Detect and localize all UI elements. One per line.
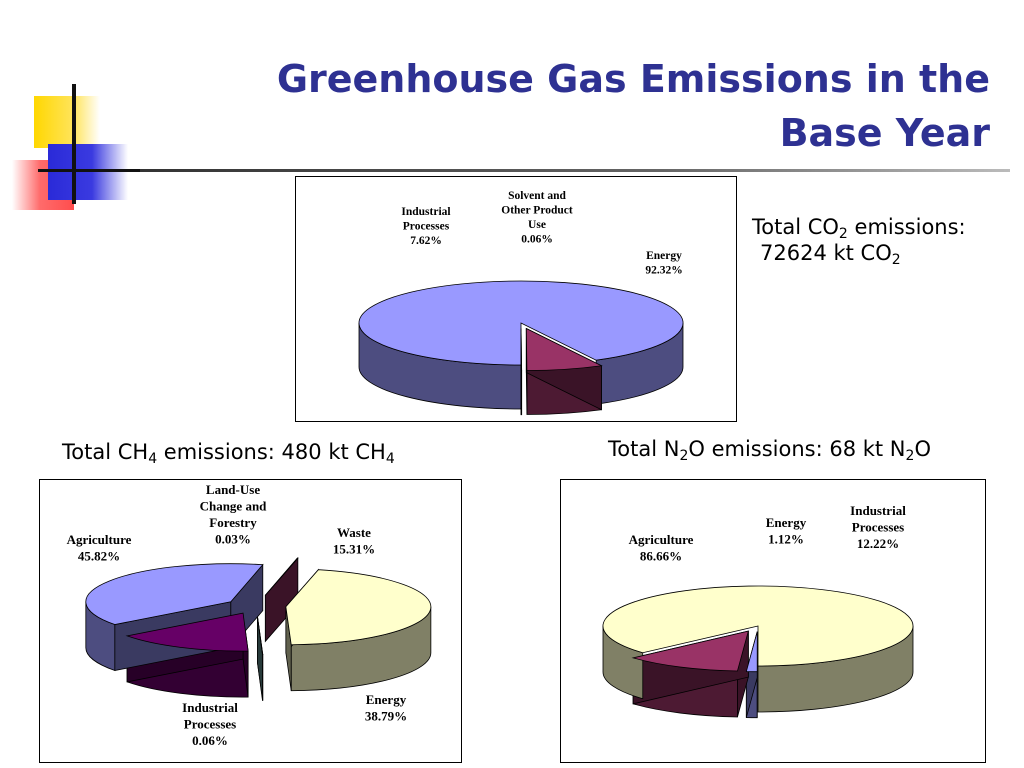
ch4-label-energy: Energy 38.79% — [365, 692, 407, 724]
n2o-label-line: 86.66% — [640, 549, 682, 564]
ch4-slice-energy-top — [85, 563, 264, 625]
ch4-label-line: Land-Use — [206, 482, 260, 497]
co2-label-industrial-processes: Industrial Processes 7.62% — [401, 206, 450, 247]
n2o-label-line: Processes — [852, 520, 904, 535]
n2o-label-line: Industrial — [850, 503, 906, 518]
decorative-logo — [0, 80, 140, 210]
co2-caption-text-b: emissions: — [847, 215, 966, 239]
co2-label-line: Use — [528, 219, 546, 231]
co2-label-line: Industrial — [401, 206, 450, 218]
slide-title: Greenhouse Gas Emissions in the Base Yea… — [230, 52, 990, 160]
ch4-label-land-use-change-and-forestry: Land-Use Change and Forestry 0.03% — [200, 482, 268, 547]
ch4-slice-agriculture-top — [285, 569, 432, 646]
ch4-caption-text-b: emissions: 480 kt CH — [157, 440, 386, 464]
ch4-label-line: Industrial — [182, 700, 238, 715]
co2-slice-energy-top — [358, 280, 684, 366]
co2-caption-text-a: Total CO — [752, 215, 839, 239]
ch4-label-line: Forestry — [209, 515, 257, 530]
ch4-pie-labels: Waste 15.31% Energy 38.79% Industrial Process… — [67, 482, 408, 748]
co2-slice-solvent-and-other-product-use-top — [520, 328, 523, 372]
co2-slice-industrial-processes-top — [525, 327, 603, 371]
ch4-label-line: 0.06% — [192, 733, 228, 748]
n2o-label-energy: Energy 1.12% — [766, 515, 807, 547]
co2-label-line: 7.62% — [410, 235, 442, 247]
n2o-label-industrial-processes: Industrial Processes 12.22% — [850, 503, 906, 551]
slide-title-line1: Greenhouse Gas Emissions in the — [276, 57, 990, 101]
co2-pie-tops — [358, 280, 684, 372]
n2o-caption: Total N2O emissions: 68 kt N2O — [608, 436, 931, 464]
ch4-label-line: 0.03% — [215, 532, 251, 547]
ch4-caption-sub2: 4 — [385, 451, 395, 467]
n2o-pie-tops — [602, 585, 914, 673]
n2o-slice-agriculture-top — [602, 585, 914, 667]
co2-caption-sub: 2 — [838, 226, 848, 242]
ch4-slice-waste-top — [125, 612, 249, 652]
logo-vertical-line — [72, 84, 76, 204]
logo-blue-square — [48, 144, 128, 200]
n2o-caption-text-c: O — [914, 437, 931, 461]
co2-label-solvent-and-other-product-use: Solvent and Other Product Use 0.06% — [501, 190, 573, 246]
ch4-label-industrial-processes: Industrial Processes 0.06% — [182, 700, 238, 748]
ch4-label-line: 15.31% — [333, 542, 375, 557]
ch4-chart-frame: Waste 15.31% Energy 38.79% Industrial Process… — [39, 479, 462, 763]
co2-label-line: Processes — [403, 221, 450, 233]
n2o-caption-text-b: O emissions: 68 kt N — [688, 437, 906, 461]
ch4-label-line: Waste — [337, 525, 371, 540]
co2-label-line: Energy — [646, 250, 682, 262]
ch4-label-line: Energy — [366, 692, 407, 707]
ch4-label-line: Processes — [184, 717, 236, 732]
n2o-slice-energy-top — [745, 631, 758, 673]
co2-label-line: 92.32% — [645, 265, 682, 277]
ch4-label-agriculture: Agriculture 45.82% — [67, 532, 132, 564]
ch4-label-line: 45.82% — [78, 549, 120, 564]
ch4-pie-tops — [85, 557, 432, 655]
n2o-label-agriculture: Agriculture 86.66% — [629, 532, 694, 564]
logo-horizontal-line — [38, 169, 140, 172]
co2-caption-total: 72624 kt CO — [760, 241, 892, 265]
ch4-label-line: Agriculture — [67, 532, 132, 547]
ch4-label-line: Change and — [200, 499, 268, 514]
co2-label-energy: Energy 92.32% — [645, 250, 682, 277]
ch4-pie-chart: Waste 15.31% Energy 38.79% Industrial Process… — [67, 482, 432, 748]
co2-caption: Total CO2 emissions: 72624 kt CO2 — [752, 214, 966, 268]
co2-label-line: 0.06% — [521, 234, 553, 246]
ch4-caption-text-a: Total CH — [62, 440, 149, 464]
co2-label-line: Other Product — [501, 205, 573, 217]
ch4-label-line: 38.79% — [365, 709, 407, 724]
ch4-slice-land-use-change-and-forestry — [257, 616, 264, 701]
n2o-label-line: Agriculture — [629, 532, 694, 547]
co2-caption-total-sub: 2 — [891, 252, 901, 268]
n2o-slice-industrial-processes-top — [631, 630, 749, 672]
n2o-pie-labels: Energy 1.12% Industrial Processes 12.22% Agri… — [629, 503, 907, 564]
ch4-slice-land-use-change-and-forestry-top — [257, 616, 264, 655]
co2-chart-frame: Energy 92.32% Industrial Processes 7.62% Solv… — [295, 176, 737, 422]
n2o-caption-sub1: 2 — [679, 448, 689, 464]
ch4-caption: Total CH4 emissions: 480 kt CH4 — [62, 439, 395, 467]
ch4-caption-sub1: 4 — [148, 451, 158, 467]
title-underline — [140, 169, 1010, 172]
ch4-slice-land-use-change-and-forestry-wall-1 — [257, 616, 263, 701]
co2-pie-chart: Energy 92.32% Industrial Processes 7.62% Solv… — [358, 190, 684, 416]
logo-yellow-square — [34, 96, 100, 148]
n2o-slice-agriculture — [602, 625, 914, 713]
n2o-label-line: 12.22% — [857, 536, 899, 551]
co2-label-line: Solvent and — [508, 190, 566, 202]
co2-pie-labels: Energy 92.32% Industrial Processes 7.62% Solv… — [401, 190, 682, 277]
slide-title-line2: Base Year — [779, 111, 990, 155]
n2o-label-line: Energy — [766, 515, 807, 530]
ch4-slice-industrial-processes-top — [265, 557, 299, 596]
n2o-caption-text-a: Total N — [608, 437, 680, 461]
n2o-label-line: 1.12% — [768, 532, 804, 547]
n2o-caption-sub2: 2 — [905, 448, 915, 464]
ch4-label-waste: Waste 15.31% — [333, 525, 375, 557]
n2o-chart-frame: Energy 1.12% Industrial Processes 12.22% Agri… — [560, 479, 986, 763]
n2o-pie-chart: Energy 1.12% Industrial Processes 12.22% Agri… — [602, 503, 914, 719]
